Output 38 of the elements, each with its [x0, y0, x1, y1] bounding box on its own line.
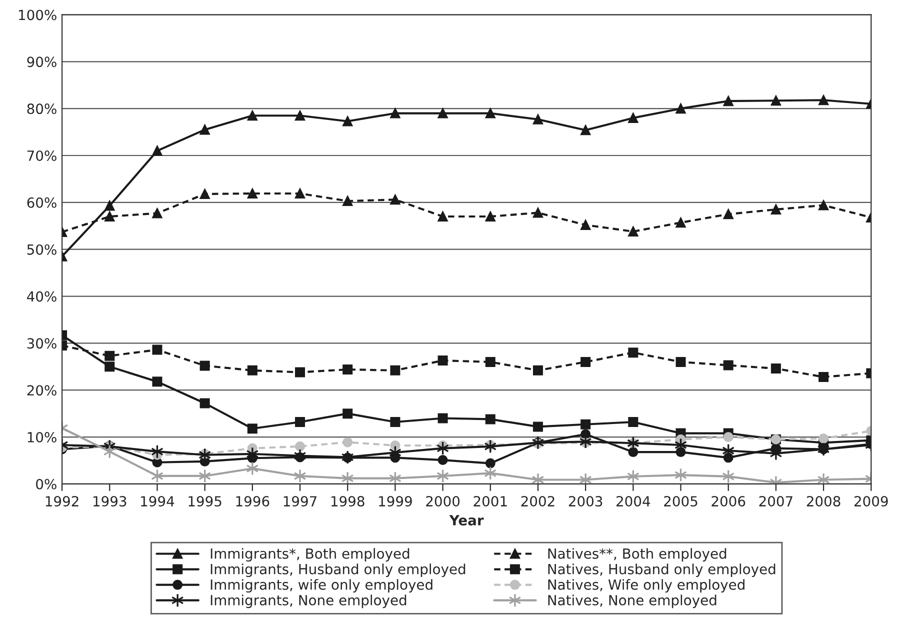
legend-label: Natives, None employed — [548, 594, 716, 608]
y-tick-label: 70% — [27, 150, 56, 161]
x-tick-label: 1998 — [331, 496, 364, 507]
x-tick-label: 2006 — [712, 496, 746, 507]
y-tick-label: 80% — [27, 104, 56, 114]
x-tick-label: 1999 — [379, 496, 412, 507]
x-tick-label: 2009 — [854, 496, 888, 507]
y-tick-label: 60% — [27, 197, 56, 208]
legend-label: Natives, Husband only employed — [548, 564, 776, 578]
x-tick-label: 1995 — [188, 496, 222, 507]
y-tick-label: 40% — [26, 291, 56, 302]
legend-label: Immigrants, None employed — [210, 594, 406, 608]
legend-label: Natives, Wife only employed — [548, 579, 744, 593]
x-tick-label: 2005 — [664, 496, 698, 507]
legend-label: Natives**, Both employed — [548, 548, 726, 562]
x-tick-label: 1994 — [141, 496, 174, 507]
x-tick-label: 2002 — [521, 496, 554, 507]
x-axis-title: Year — [449, 515, 484, 526]
y-tick-label: 10% — [28, 432, 56, 443]
y-tick-label: 100% — [18, 10, 56, 20]
y-tick-label: 30% — [27, 338, 56, 349]
x-tick-label: 2007 — [759, 496, 792, 507]
y-tick-label: 20% — [27, 385, 56, 396]
y-tick-label: 50% — [27, 244, 56, 255]
x-tick-label: 1993 — [93, 496, 126, 507]
x-tick-label: 2000 — [426, 496, 460, 507]
x-tick-label: 2001 — [474, 496, 507, 507]
legend-label: Immigrants*, Both employed — [210, 548, 410, 562]
legend-label: Immigrants, wife only employed — [210, 579, 432, 593]
x-tick-label: 1996 — [236, 496, 270, 507]
legend-label: Immigrants, Husband only employed — [210, 564, 466, 578]
y-tick-label: 0% — [36, 478, 56, 490]
x-tick-label: 2008 — [806, 496, 840, 507]
y-tick-label: 90% — [27, 56, 56, 68]
x-tick-label: 2003 — [568, 496, 602, 507]
x-tick-label: 1997 — [284, 496, 316, 507]
x-tick-label: 2004 — [616, 496, 650, 507]
x-tick-label: 1992 — [46, 496, 78, 507]
